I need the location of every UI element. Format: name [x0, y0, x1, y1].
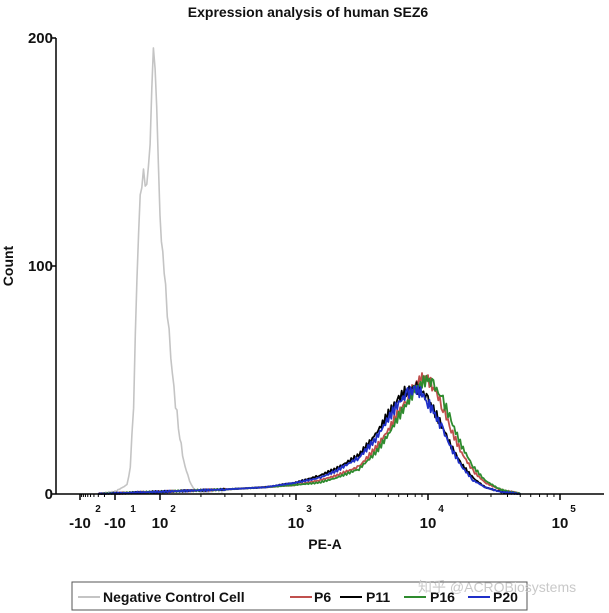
watermark: 知乎 @ACROBiosystems	[418, 579, 576, 595]
x-tick-exponent: 1	[130, 504, 136, 515]
y-tick-label: 100	[28, 258, 53, 275]
legend-label: P20	[493, 589, 518, 605]
chart-title: Expression analysis of human SEZ6	[188, 4, 429, 20]
plot-series	[97, 47, 521, 495]
y-ticks: 0 100 200	[28, 30, 56, 503]
legend-label: P16	[430, 589, 455, 605]
series-line-p16	[98, 374, 521, 495]
x-tick-label: 10	[420, 515, 437, 532]
x-tick-exponent: 2	[95, 504, 101, 515]
y-tick-label: 0	[45, 486, 53, 503]
x-tick-exponent: 4	[438, 504, 444, 515]
y-axis-label: Count	[0, 245, 16, 286]
x-tick-label: 10	[552, 515, 569, 532]
x-tick-label: 10	[288, 515, 305, 532]
series-line-negative-control-cell	[98, 47, 225, 495]
legend-label: P6	[314, 589, 331, 605]
x-tick-label: 10	[152, 515, 169, 532]
x-tick-exponent: 3	[306, 504, 312, 515]
x-tick-label: -10	[104, 515, 126, 532]
series-line-p20	[97, 385, 521, 495]
y-tick-label: 200	[28, 30, 53, 47]
x-tick-exponent: 5	[570, 504, 576, 515]
x-tick-exponent: 2	[170, 504, 176, 515]
series-line-p11	[98, 381, 521, 495]
legend-label: P11	[366, 589, 390, 605]
legend-items: Negative Control Cell P6 P11 P16 P20	[78, 589, 518, 605]
x-axis-label: PE-A	[308, 536, 341, 552]
legend-label: Negative Control Cell	[103, 589, 245, 605]
legend: Negative Control Cell P6 P11 P16 P20	[71, 581, 528, 611]
x-tick-label: -10	[69, 515, 91, 532]
